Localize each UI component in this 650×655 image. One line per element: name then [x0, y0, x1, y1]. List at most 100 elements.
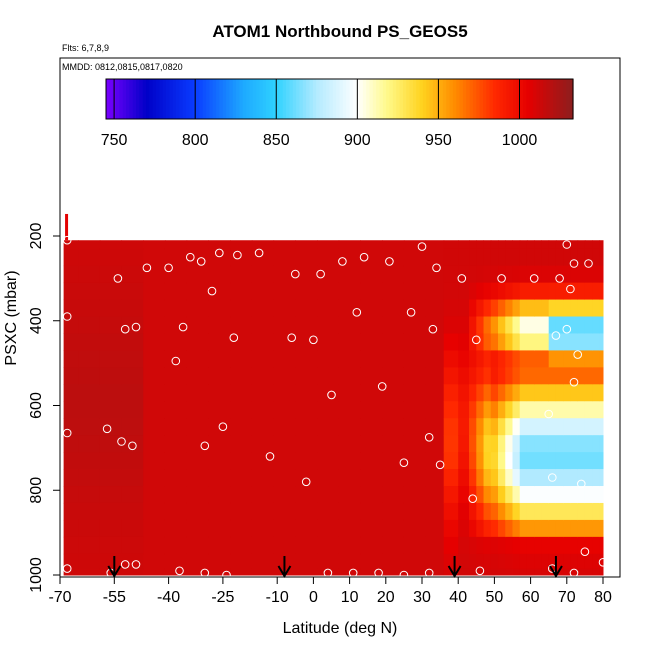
sample-point: [117, 437, 126, 446]
heatmap-cell: [592, 248, 600, 267]
heatmap-cell: [512, 502, 521, 521]
sample-point: [417, 242, 427, 251]
heatmap-cell: [317, 553, 340, 570]
heatmap-cell: [208, 452, 231, 470]
heatmap-cell: [526, 240, 535, 250]
colorbar-strip: [472, 79, 477, 119]
heatmap-cell: [360, 568, 383, 576]
heatmap-cell: [295, 536, 318, 555]
heatmap-cell: [99, 265, 123, 284]
heatmap-cell: [403, 435, 427, 453]
heatmap-cell: [476, 316, 485, 334]
heatmap-cell: [425, 553, 445, 570]
heatmap-cell: [164, 367, 188, 385]
heatmap-cell: [534, 401, 542, 419]
heatmap-cell: [526, 299, 535, 318]
heatmap-cell: [490, 469, 499, 487]
heatmap-cell: [534, 568, 542, 576]
heatmap-cell: [563, 240, 571, 250]
heatmap-cell: [526, 384, 535, 402]
heatmap-cell: [584, 333, 593, 351]
latitude-arrow-head: [277, 565, 292, 578]
colorbar-strip: [469, 79, 474, 119]
heatmap-cell: [251, 240, 275, 250]
heatmap-cell: [458, 401, 470, 419]
heatmap-cell: [295, 384, 318, 402]
heatmap-cell: [425, 536, 445, 555]
heatmap-cell: [548, 333, 557, 351]
heatmap-cell: [555, 299, 564, 318]
heatmap-cell: [563, 452, 571, 470]
colorbar-strip: [246, 79, 251, 119]
heatmap-cell: [360, 265, 383, 284]
heatmap-cell: [498, 350, 506, 368]
heatmap-cell: [512, 469, 521, 487]
heatmap-cell: [512, 333, 521, 351]
x-tick-label: -25: [211, 589, 234, 606]
x-tick-label: 0: [309, 589, 318, 606]
heatmap-cell: [563, 248, 571, 267]
heatmap-cell: [443, 536, 459, 555]
heatmap-cell: [63, 367, 79, 385]
heatmap-cell: [505, 401, 513, 419]
heatmap-cell: [592, 265, 600, 284]
heatmap-cell: [317, 248, 340, 267]
heatmap-cell: [490, 519, 499, 538]
heatmap-cell: [570, 519, 579, 538]
heatmap-cell: [251, 367, 275, 385]
heatmap-cell: [338, 265, 361, 284]
heatmap-cell: [483, 367, 492, 385]
heatmap-cell: [317, 401, 340, 419]
heatmap-cell: [121, 469, 144, 487]
heatmap-cell: [476, 418, 485, 436]
heatmap-cell: [443, 240, 459, 250]
colorbar-strip: [566, 79, 571, 119]
heatmap-cell: [548, 401, 557, 419]
y-tick-label: 400: [28, 307, 45, 334]
colorbar-strip: [412, 79, 417, 119]
heatmap-cell: [317, 452, 340, 470]
colorbar-strip: [362, 79, 367, 119]
heatmap-cell: [498, 282, 506, 301]
heatmap-cell: [164, 316, 188, 334]
colorbar-strip: [226, 79, 231, 119]
heatmap-cell: [490, 401, 499, 419]
heatmap-cell: [317, 350, 340, 368]
heatmap-cell: [443, 316, 459, 334]
heatmap-cell: [443, 248, 459, 267]
heatmap-cell: [63, 248, 79, 267]
colorbar-strip: [112, 79, 117, 119]
heatmap-cell: [425, 469, 445, 487]
heatmap-cell: [382, 240, 405, 250]
heatmap-cell: [208, 333, 231, 351]
heatmap-cell: [403, 536, 427, 555]
heatmap-cell: [490, 536, 499, 555]
heatmap-cell: [469, 248, 477, 267]
heatmap-cell: [534, 486, 542, 504]
heatmap-cell: [338, 350, 361, 368]
heatmap-cell: [498, 553, 506, 570]
colorbar-strip: [259, 79, 264, 119]
colorbar-tick-label: 950: [425, 132, 452, 149]
colorbar-strip: [516, 79, 521, 119]
heatmap-cell: [512, 401, 521, 419]
sample-point: [218, 422, 228, 432]
heatmap-cell: [78, 568, 101, 576]
heatmap-cell: [512, 367, 521, 385]
heatmap-cell: [360, 502, 383, 521]
y-tick-label: 600: [28, 392, 45, 419]
colorbar-strip: [256, 79, 261, 119]
heatmap-cell: [403, 469, 427, 487]
heatmap-cell: [164, 282, 188, 301]
heatmap-cell: [584, 568, 593, 576]
heatmap-cell: [78, 486, 101, 504]
sample-point: [178, 322, 188, 332]
heatmap-cell: [526, 350, 535, 368]
heatmap-cell: [382, 502, 405, 521]
heatmap-cell: [519, 469, 528, 487]
sample-point: [102, 424, 112, 434]
heatmap-cell: [143, 568, 166, 576]
heatmap-cell: [458, 568, 470, 576]
sample-point: [377, 382, 387, 391]
